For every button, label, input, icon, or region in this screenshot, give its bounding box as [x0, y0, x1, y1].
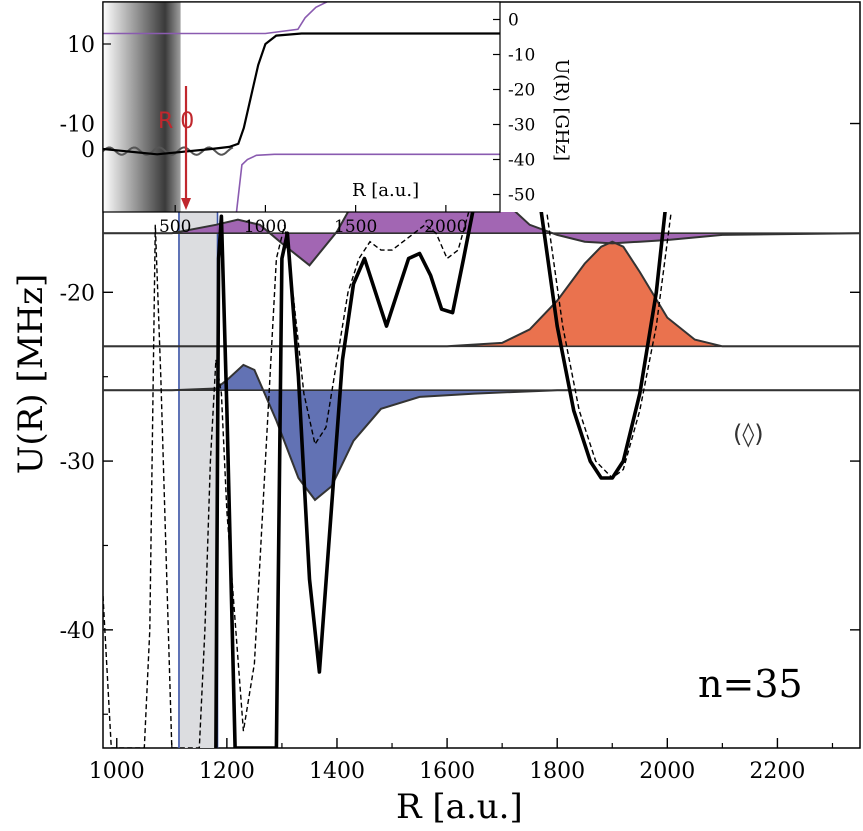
wavefunction-fill-purple [103, 212, 860, 266]
inset-x-axis-title: R [a.u.] [352, 180, 419, 201]
shaded-region [178, 212, 218, 748]
inset-x-tick-label: 500 [159, 217, 191, 237]
x-tick-label: 1200 [199, 759, 255, 784]
wavefunction-fill-blue [103, 364, 860, 500]
inset-right-tick-label: -10 [508, 46, 535, 66]
x-tick-label: 1400 [309, 759, 365, 784]
inset-x-tick-label: 2000 [424, 217, 467, 237]
inset-potential [103, 32, 500, 156]
x-tick-label: 1800 [529, 759, 585, 784]
inset-right-tick-label: -20 [508, 81, 535, 101]
x-tick-label: 1600 [419, 759, 475, 784]
x-tick-label: 2200 [749, 759, 805, 784]
inset-plot: 500 1000 1500 2000 0 10 0 -10 -20 -30 -40 -50 R [a.… [67, 1, 572, 238]
inset-x-tick-label: 1000 [244, 217, 287, 237]
x-tick-label: 1000 [89, 759, 145, 784]
inset-content [103, 2, 500, 212]
y-tick-label: -40 [60, 619, 95, 644]
inset-right-tick-label: -30 [508, 116, 535, 136]
wavefunction-blue [103, 363, 860, 502]
inset-wall [103, 2, 181, 212]
inset-right-tick-label: -50 [508, 186, 535, 206]
main-annotation: n=35 [698, 662, 803, 706]
main-ticks: 1000 1200 1400 1600 1800 2000 2200 -10 -20 -30 -40 [60, 38, 860, 784]
inset-marker-label: R 0 [158, 109, 194, 134]
x-axis-title: R [a.u.] [396, 787, 523, 827]
main-content [103, 212, 860, 748]
inset-ticks: 500 1000 1500 2000 0 10 0 -10 -20 -30 -40 -50 [67, 11, 535, 238]
y-axis-title: U(R) [MHz] [11, 274, 51, 475]
y-tick-label: -20 [60, 281, 95, 306]
wavefunction-red [103, 240, 860, 348]
inset-x-tick-label: 1500 [334, 217, 377, 237]
inset-frame [102, 1, 501, 213]
inset-right-tick-label: -40 [508, 151, 535, 171]
inset-right-tick-label: 0 [508, 11, 519, 31]
x-tick-label: 2000 [639, 759, 695, 784]
r0-arrow-head [181, 198, 192, 210]
y-tick-label: -30 [60, 450, 95, 475]
inset-purple-upper [103, 2, 329, 35]
y-tick-label: -10 [60, 113, 95, 138]
potential-dashed [103, 212, 672, 748]
wavefunction-purple [103, 212, 860, 267]
inset-y-tick-label: 0 [81, 138, 95, 163]
inset-y-tick-label: 10 [67, 33, 95, 58]
main-plot: 1000 1200 1400 1600 1800 2000 2200-10-20-30-40… [11, 1, 861, 827]
potential-solid [214, 212, 667, 748]
inset-y-axis-title: U(R) [GHz] [551, 59, 572, 161]
marker-label: (◊) [733, 420, 764, 448]
inset-purple-lower [235, 153, 500, 212]
